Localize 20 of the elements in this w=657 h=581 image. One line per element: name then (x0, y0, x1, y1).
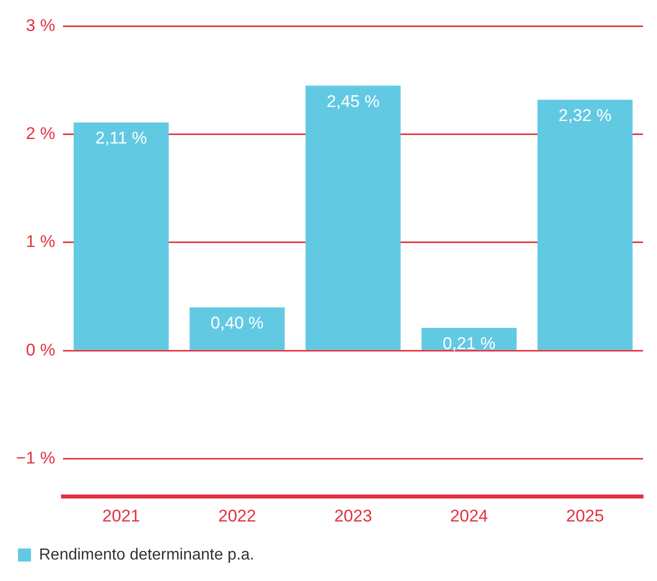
bar (306, 86, 401, 350)
y-tick-label: 0 % (26, 340, 56, 360)
y-tick-label: 1 % (26, 232, 56, 252)
data-label: 2,11 % (95, 128, 148, 148)
y-tick-label: 3 % (26, 16, 56, 35)
data-label: 2,32 % (558, 106, 612, 125)
y-tick-label: −1 % (16, 448, 56, 468)
data-label: 0,21 % (442, 334, 496, 354)
x-tick-label: 2024 (450, 506, 488, 526)
data-label: 2,45 % (326, 92, 380, 111)
x-tick-label: 2023 (334, 506, 372, 526)
data-label: 0,40 % (210, 314, 264, 333)
legend-label: Rendimento determinante p.a. (39, 546, 254, 564)
x-tick-label: 2021 (102, 506, 140, 526)
x-tick-label: 2022 (218, 506, 256, 526)
x-tick-label: 2025 (566, 506, 604, 526)
bar (190, 307, 285, 350)
bar (537, 100, 633, 350)
y-tick-label: 2 % (26, 124, 56, 144)
bar (74, 122, 169, 350)
